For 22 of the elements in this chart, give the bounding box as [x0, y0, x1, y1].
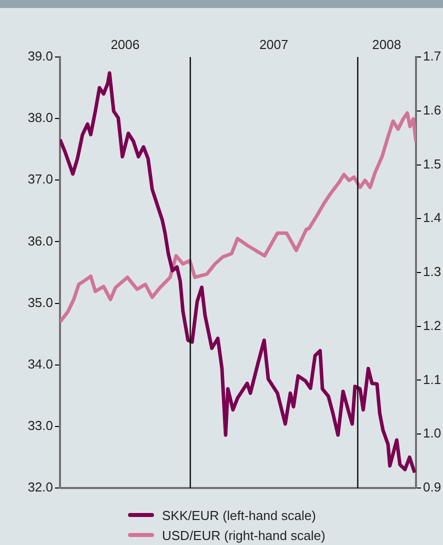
y2-tick-label: 1.1	[423, 372, 442, 387]
y-tick-label: 38.0	[28, 110, 53, 126]
y-tick-label: 35.0	[28, 294, 53, 310]
y2-tick-label: 1.2	[423, 318, 442, 333]
y2-tick-label: 1.3	[423, 264, 442, 280]
y-tick-label: 39.0	[28, 48, 53, 64]
x-tick-label: 2006	[110, 36, 140, 52]
y-tick-label: 32.0	[28, 480, 53, 495]
y2-tick-label: 1.7	[423, 48, 442, 64]
y-tick-label: 36.0	[28, 233, 53, 248]
x-tick-label: 2007	[259, 36, 288, 52]
y2-tick-label: 0.9	[423, 480, 442, 495]
y2-tick-label: 1.6	[423, 102, 442, 118]
y-tick-label: 33.0	[28, 418, 53, 434]
legend-label: SKK/EUR (left-hand scale)	[162, 508, 316, 522]
x-tick-label: 2008	[372, 36, 402, 52]
legend-label: USD/EUR (right-hand scale)	[162, 528, 326, 542]
y-tick-label: 37.0	[28, 172, 53, 187]
y-tick-label: 34.0	[28, 356, 53, 372]
y2-tick-label: 1.5	[423, 156, 442, 172]
y2-tick-label: 1.0	[423, 426, 442, 441]
y2-tick-label: 1.4	[423, 210, 442, 226]
